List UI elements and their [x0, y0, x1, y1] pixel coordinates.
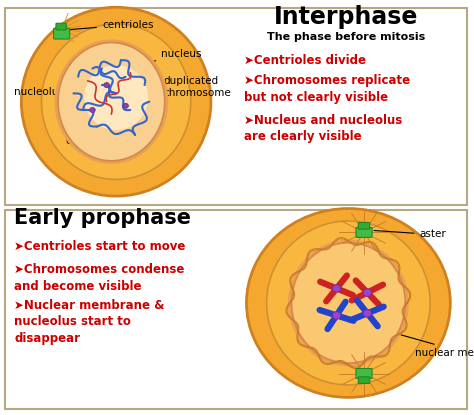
FancyBboxPatch shape [356, 227, 372, 237]
Text: aster: aster [374, 229, 446, 239]
Text: ➤Centrioles start to move: ➤Centrioles start to move [14, 240, 186, 254]
Ellipse shape [58, 43, 165, 161]
Circle shape [123, 103, 128, 108]
Ellipse shape [266, 221, 430, 385]
FancyBboxPatch shape [56, 23, 66, 30]
Text: duplicated
chromosome: duplicated chromosome [147, 76, 231, 98]
Circle shape [332, 312, 341, 319]
Ellipse shape [55, 39, 168, 164]
Ellipse shape [292, 243, 405, 363]
Text: Early prophase: Early prophase [14, 208, 191, 228]
FancyBboxPatch shape [5, 210, 467, 409]
Text: ➤Chromosomes replicate
but not clearly visible: ➤Chromosomes replicate but not clearly v… [244, 74, 410, 104]
Ellipse shape [288, 239, 409, 366]
Ellipse shape [21, 7, 211, 196]
FancyBboxPatch shape [358, 222, 370, 229]
Circle shape [332, 285, 341, 292]
Text: centrioles: centrioles [69, 20, 154, 30]
Circle shape [104, 83, 109, 88]
Circle shape [363, 289, 372, 296]
Ellipse shape [246, 208, 450, 398]
Text: ➤Nuclear membrane &
nucleolus start to
disappear: ➤Nuclear membrane & nucleolus start to d… [14, 299, 164, 344]
Text: nuclear membrane: nuclear membrane [401, 335, 474, 358]
Ellipse shape [84, 65, 148, 130]
FancyBboxPatch shape [54, 28, 70, 39]
FancyBboxPatch shape [5, 8, 467, 205]
Text: ➤Chromosomes condense
and become visible: ➤Chromosomes condense and become visible [14, 263, 184, 293]
Circle shape [363, 310, 372, 317]
Ellipse shape [41, 24, 191, 179]
Text: ➤Centrioles divide: ➤Centrioles divide [244, 54, 366, 67]
Text: nucleus: nucleus [145, 49, 201, 63]
FancyBboxPatch shape [358, 377, 370, 383]
Text: The phase before mitosis: The phase before mitosis [267, 32, 425, 42]
Text: cytoplasm: cytoplasm [65, 136, 119, 146]
Circle shape [90, 107, 95, 112]
Text: ➤Nucleus and nucleolus
are clearly visible: ➤Nucleus and nucleolus are clearly visib… [244, 114, 402, 144]
Text: nucleolus: nucleolus [14, 87, 71, 97]
FancyBboxPatch shape [356, 369, 372, 378]
Text: Interphase: Interphase [274, 5, 418, 29]
